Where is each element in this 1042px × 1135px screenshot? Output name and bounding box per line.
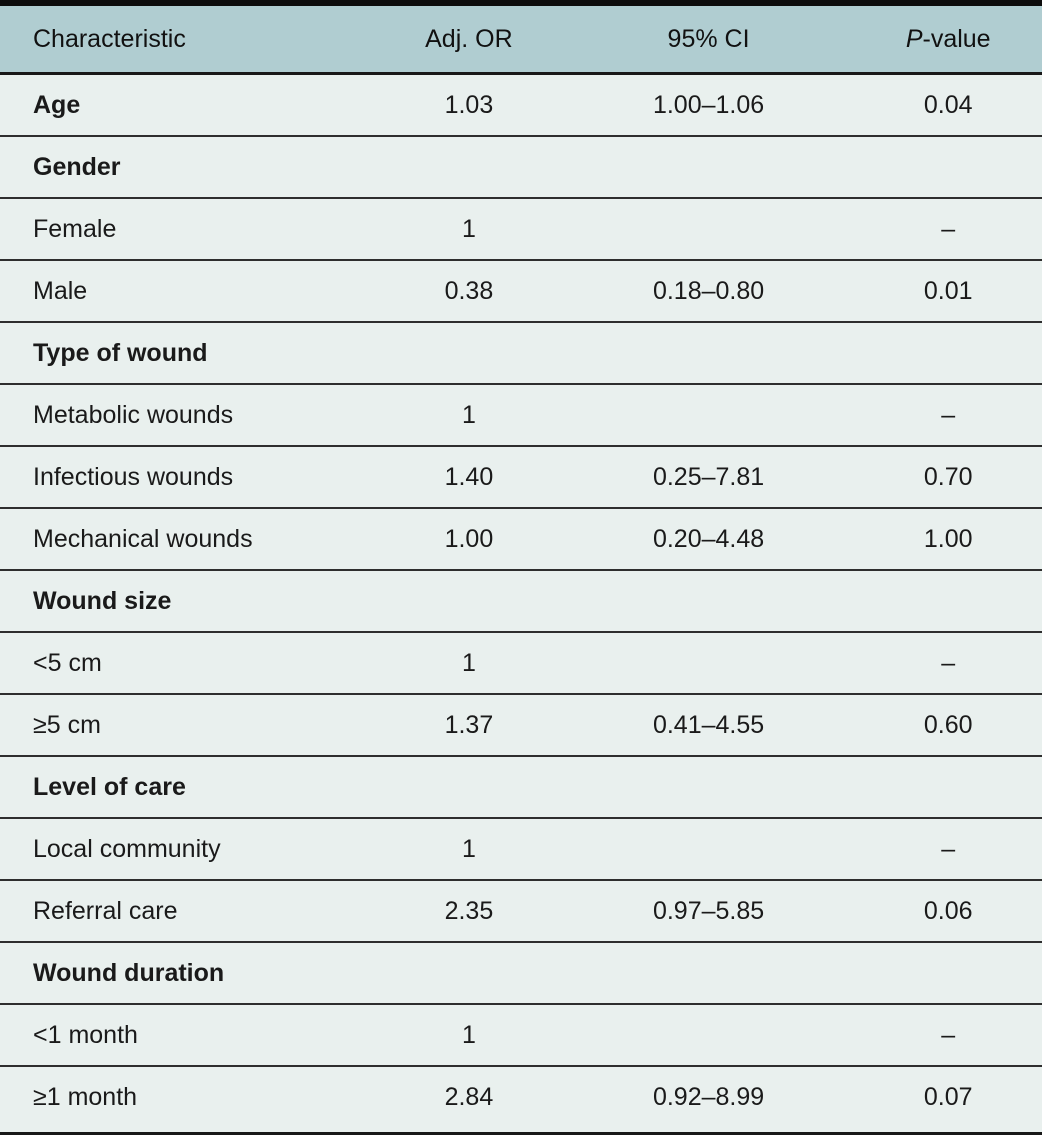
cell-95ci: 0.97–5.85 xyxy=(562,879,855,942)
cell-p-value: 1.00 xyxy=(854,507,1042,570)
cell-adj-or: 1.00 xyxy=(375,507,563,570)
cell-p-value: – xyxy=(854,197,1042,260)
cell-p-value: 0.70 xyxy=(854,445,1042,508)
cell-adj-or: 1 xyxy=(375,1003,563,1066)
cell-p-value: 0.60 xyxy=(854,693,1042,756)
cell-95ci: 0.20–4.48 xyxy=(562,507,855,570)
header-row: Characteristic Adj. OR 95% CI P-value xyxy=(0,6,1042,75)
cell-characteristic: Level of care xyxy=(0,755,376,818)
col-header-p-value: P-value xyxy=(854,6,1042,75)
cell-characteristic: Local community xyxy=(0,817,376,880)
col-header-adj-or: Adj. OR xyxy=(375,6,563,75)
cell-adj-or xyxy=(375,135,563,198)
cell-characteristic: Type of wound xyxy=(0,321,376,384)
cell-adj-or xyxy=(375,569,563,632)
cell-characteristic: ≥5 cm xyxy=(0,693,376,756)
cell-characteristic: Infectious wounds xyxy=(0,445,376,508)
cell-characteristic: Gender xyxy=(0,135,376,198)
cell-95ci xyxy=(562,197,855,260)
cell-95ci xyxy=(562,569,855,632)
cell-adj-or: 2.35 xyxy=(375,879,563,942)
table-row: Local community 1 – xyxy=(0,817,1042,880)
cell-95ci: 0.41–4.55 xyxy=(562,693,855,756)
group-row: Age 1.03 1.00–1.06 0.04 xyxy=(0,74,1042,137)
cell-95ci: 0.25–7.81 xyxy=(562,445,855,508)
cell-characteristic: Male xyxy=(0,259,376,322)
cell-95ci: 0.92–8.99 xyxy=(562,1065,855,1127)
table-row: ≥1 month 2.84 0.92–8.99 0.07 xyxy=(0,1065,1042,1127)
cell-adj-or xyxy=(375,941,563,1004)
col-header-characteristic: Characteristic xyxy=(0,6,376,75)
cell-p-value xyxy=(854,321,1042,384)
cell-p-value xyxy=(854,755,1042,818)
cell-adj-or xyxy=(375,755,563,818)
table-row: ≥5 cm 1.37 0.41–4.55 0.60 xyxy=(0,693,1042,756)
cell-p-value xyxy=(854,941,1042,1004)
cell-95ci xyxy=(562,135,855,198)
cell-95ci xyxy=(562,817,855,880)
cell-adj-or: 1.37 xyxy=(375,693,563,756)
adjusted-odds-ratio-table: Characteristic Adj. OR 95% CI P-value Ag… xyxy=(0,6,1042,1127)
cell-p-value: – xyxy=(854,631,1042,694)
cell-p-value: 0.06 xyxy=(854,879,1042,942)
cell-adj-or: 1.03 xyxy=(444,90,494,119)
cell-characteristic: Female xyxy=(0,197,376,260)
cell-p-value: – xyxy=(854,1003,1042,1066)
cell-adj-or: 1 xyxy=(375,383,563,446)
cell-adj-or: 1 xyxy=(375,817,563,880)
group-row: Level of care xyxy=(0,755,1042,818)
group-row: Wound duration xyxy=(0,941,1042,1004)
cell-p-value: 0.01 xyxy=(854,259,1042,322)
table-row: Female 1 – xyxy=(0,197,1042,260)
cell-p-value xyxy=(854,135,1042,198)
cell-adj-or: 2.84 xyxy=(375,1065,563,1127)
table-body: Age 1.03 1.00–1.06 0.04 Gender Female 1– Male 0.… xyxy=(0,74,1042,1127)
cell-95ci xyxy=(562,1003,855,1066)
cell-characteristic: Mechanical wounds xyxy=(0,507,376,570)
table-row: Metabolic wounds 1 – xyxy=(0,383,1042,446)
cell-characteristic: <1 month xyxy=(0,1003,376,1066)
table-row: Mechanical wounds 1.00 0.20–4.48 1.00 xyxy=(0,507,1042,570)
table-header: Characteristic Adj. OR 95% CI P-value xyxy=(0,6,1042,75)
cell-95ci xyxy=(562,755,855,818)
cell-95ci xyxy=(562,321,855,384)
cell-95ci: 0.18–0.80 xyxy=(562,259,855,322)
cell-characteristic: Age xyxy=(33,90,81,119)
cell-95ci xyxy=(562,941,855,1004)
cell-95ci: 1.00–1.06 xyxy=(652,90,765,119)
cell-adj-or: 1.40 xyxy=(375,445,563,508)
cell-p-value xyxy=(854,569,1042,632)
cell-characteristic: Metabolic wounds xyxy=(0,383,376,446)
table-row: Infectious wounds 1.40 0.25–7.81 0.70 xyxy=(0,445,1042,508)
table-row: <1 month 1 – xyxy=(0,1003,1042,1066)
cell-characteristic: <5 cm xyxy=(0,631,376,694)
cell-characteristic: Referral care xyxy=(0,879,376,942)
cell-adj-or: 0.38 xyxy=(375,259,563,322)
p-value-rest: -value xyxy=(922,24,991,53)
table-row: Male 0.38 0.18–0.80 0.01 xyxy=(0,259,1042,322)
cell-95ci xyxy=(562,383,855,446)
cell-p-value: 0.07 xyxy=(854,1065,1042,1127)
table-row: Referral care 2.35 0.97–5.85 0.06 xyxy=(0,879,1042,942)
group-row: Gender xyxy=(0,135,1042,198)
cell-adj-or: 1 xyxy=(375,197,563,260)
table-row: <5 cm 1 – xyxy=(0,631,1042,694)
cell-adj-or: 1 xyxy=(375,631,563,694)
cell-characteristic: Wound size xyxy=(0,569,376,632)
cell-characteristic: ≥1 month xyxy=(0,1065,376,1127)
cell-p-value: – xyxy=(854,383,1042,446)
group-row: Type of wound xyxy=(0,321,1042,384)
cell-characteristic: Wound duration xyxy=(0,941,376,1004)
p-value-italic-p: P xyxy=(905,24,923,53)
cell-95ci xyxy=(562,631,855,694)
group-row: Wound size xyxy=(0,569,1042,632)
col-header-95ci: 95% CI xyxy=(562,6,855,75)
cell-adj-or xyxy=(375,321,563,384)
cell-p-value: 0.04 xyxy=(923,90,973,119)
cell-p-value: – xyxy=(854,817,1042,880)
